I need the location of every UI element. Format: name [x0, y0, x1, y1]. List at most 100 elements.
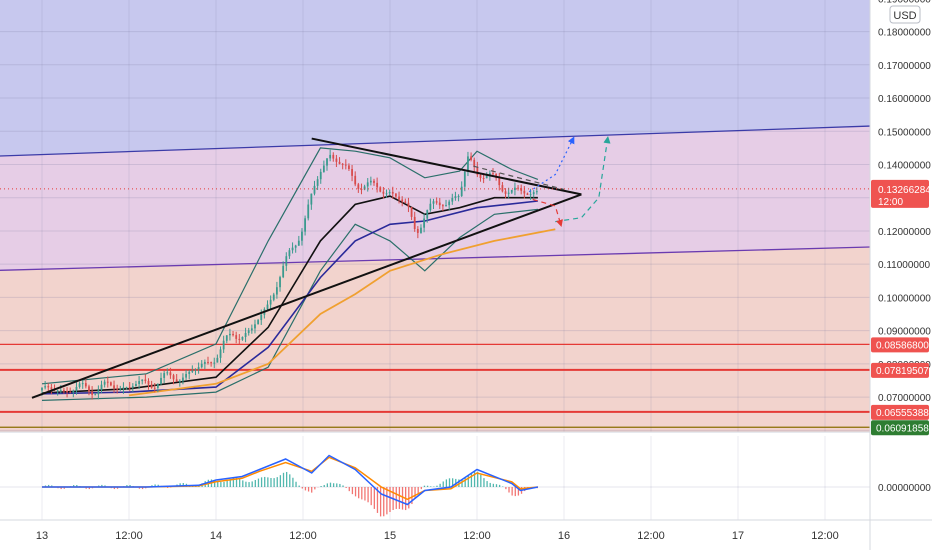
candle-body: [131, 386, 134, 388]
candle-body: [135, 383, 137, 387]
candle-body: [119, 388, 122, 390]
candle-body: [410, 206, 413, 217]
channel-middle-zone: [0, 126, 870, 271]
candle-body: [282, 265, 285, 278]
candle-body: [504, 191, 507, 194]
price-axis-tick: 0.14000000: [878, 160, 931, 171]
candle-body: [485, 175, 488, 179]
candle-body: [244, 333, 247, 337]
candle-body: [122, 387, 125, 389]
candle-body: [266, 304, 269, 310]
triangle-lower-trendline[interactable]: [31, 193, 582, 399]
current-price-badge: [871, 179, 929, 208]
currency-label: USD: [893, 10, 916, 22]
candle-body: [219, 349, 222, 358]
candle-body: [163, 373, 166, 378]
candle-body: [297, 240, 300, 246]
candle-body: [182, 377, 184, 381]
candle-timer-text: 12:00: [878, 197, 903, 208]
candle-body: [363, 186, 366, 190]
candle-body: [194, 369, 197, 371]
candle-body: [188, 371, 191, 374]
candle-body: [276, 287, 278, 295]
candle-body: [335, 158, 338, 162]
candle-body: [210, 362, 213, 364]
price-axis-tick: 0.12000000: [878, 227, 931, 238]
candle-body: [514, 187, 516, 191]
candle-body: [388, 191, 391, 194]
time-axis-tick: 15: [384, 530, 396, 542]
candle-body: [229, 333, 231, 336]
candle-body: [94, 394, 97, 396]
macd-histogram: [44, 471, 538, 517]
time-axis-tick: 12:00: [289, 530, 317, 542]
candle-body: [66, 390, 68, 393]
channel-lower-line[interactable]: [0, 246, 870, 271]
candle-body: [247, 330, 250, 334]
projection-path: [555, 136, 611, 223]
candle-body: [72, 390, 75, 393]
candle-body: [498, 178, 501, 186]
candle-body: [81, 383, 84, 385]
bollinger-lower-band: [41, 208, 538, 401]
currency-button[interactable]: USD: [889, 5, 921, 24]
candle-body: [88, 386, 90, 392]
time-axis-tick: 12:00: [637, 530, 665, 542]
candle-body: [285, 256, 288, 266]
support-level-text: 0.07819507: [876, 366, 929, 377]
candle-body: [407, 202, 410, 207]
candle-body: [482, 178, 485, 180]
candle-body: [310, 193, 313, 205]
candle-body: [238, 338, 241, 340]
candle-body: [222, 340, 225, 350]
candle-body: [316, 179, 319, 186]
projection-paths: [473, 136, 611, 228]
macd-pane[interactable]: [0, 436, 870, 520]
candle-body: [63, 390, 65, 392]
channel-top-zone: [0, 0, 870, 157]
candle-body: [294, 245, 297, 248]
channel-lower-zone: [0, 247, 870, 432]
candle-body: [91, 391, 94, 395]
channel-upper-line[interactable]: [0, 125, 870, 157]
candle-body: [116, 388, 119, 390]
candle-body: [203, 361, 206, 364]
support-lines: [0, 343, 870, 428]
candle-body: [307, 204, 310, 219]
candle-body: [301, 231, 303, 241]
price-grid: [0, 0, 870, 432]
price-axis-tick: 0.07000000: [878, 393, 931, 404]
candle-body: [269, 299, 272, 305]
triangle-upper-trendline[interactable]: [311, 137, 582, 196]
candle-body: [47, 386, 50, 388]
candle-body: [291, 247, 294, 251]
candle-body: [338, 161, 341, 164]
candle-body: [529, 194, 532, 196]
candle-body: [257, 320, 260, 325]
candle-body: [319, 171, 322, 180]
candle-body: [360, 188, 363, 190]
candle-body: [432, 201, 435, 204]
candle-body: [398, 196, 400, 200]
price-axis-tick: 0.11000000: [878, 260, 931, 271]
candle-body: [532, 192, 535, 195]
candle-body: [366, 182, 369, 187]
candle-body: [470, 156, 472, 160]
candle-body: [156, 384, 159, 388]
time-axis[interactable]: 13 12:00 14 12:00 15 12:00 16 12:00 17 12:00: [36, 530, 839, 542]
time-axis-tick: 17: [732, 530, 744, 542]
price-pane[interactable]: [0, 0, 870, 432]
candle-body: [382, 191, 385, 194]
candle-body: [441, 205, 444, 207]
price-axis-tick: 0.19000000: [878, 0, 931, 5]
candle-body: [59, 390, 62, 392]
candle-body: [185, 373, 187, 378]
candle-body: [235, 335, 238, 339]
macd-grid: [0, 436, 870, 520]
candle-body: [97, 389, 100, 395]
candle-body: [448, 201, 451, 206]
macd-line: [42, 454, 539, 506]
